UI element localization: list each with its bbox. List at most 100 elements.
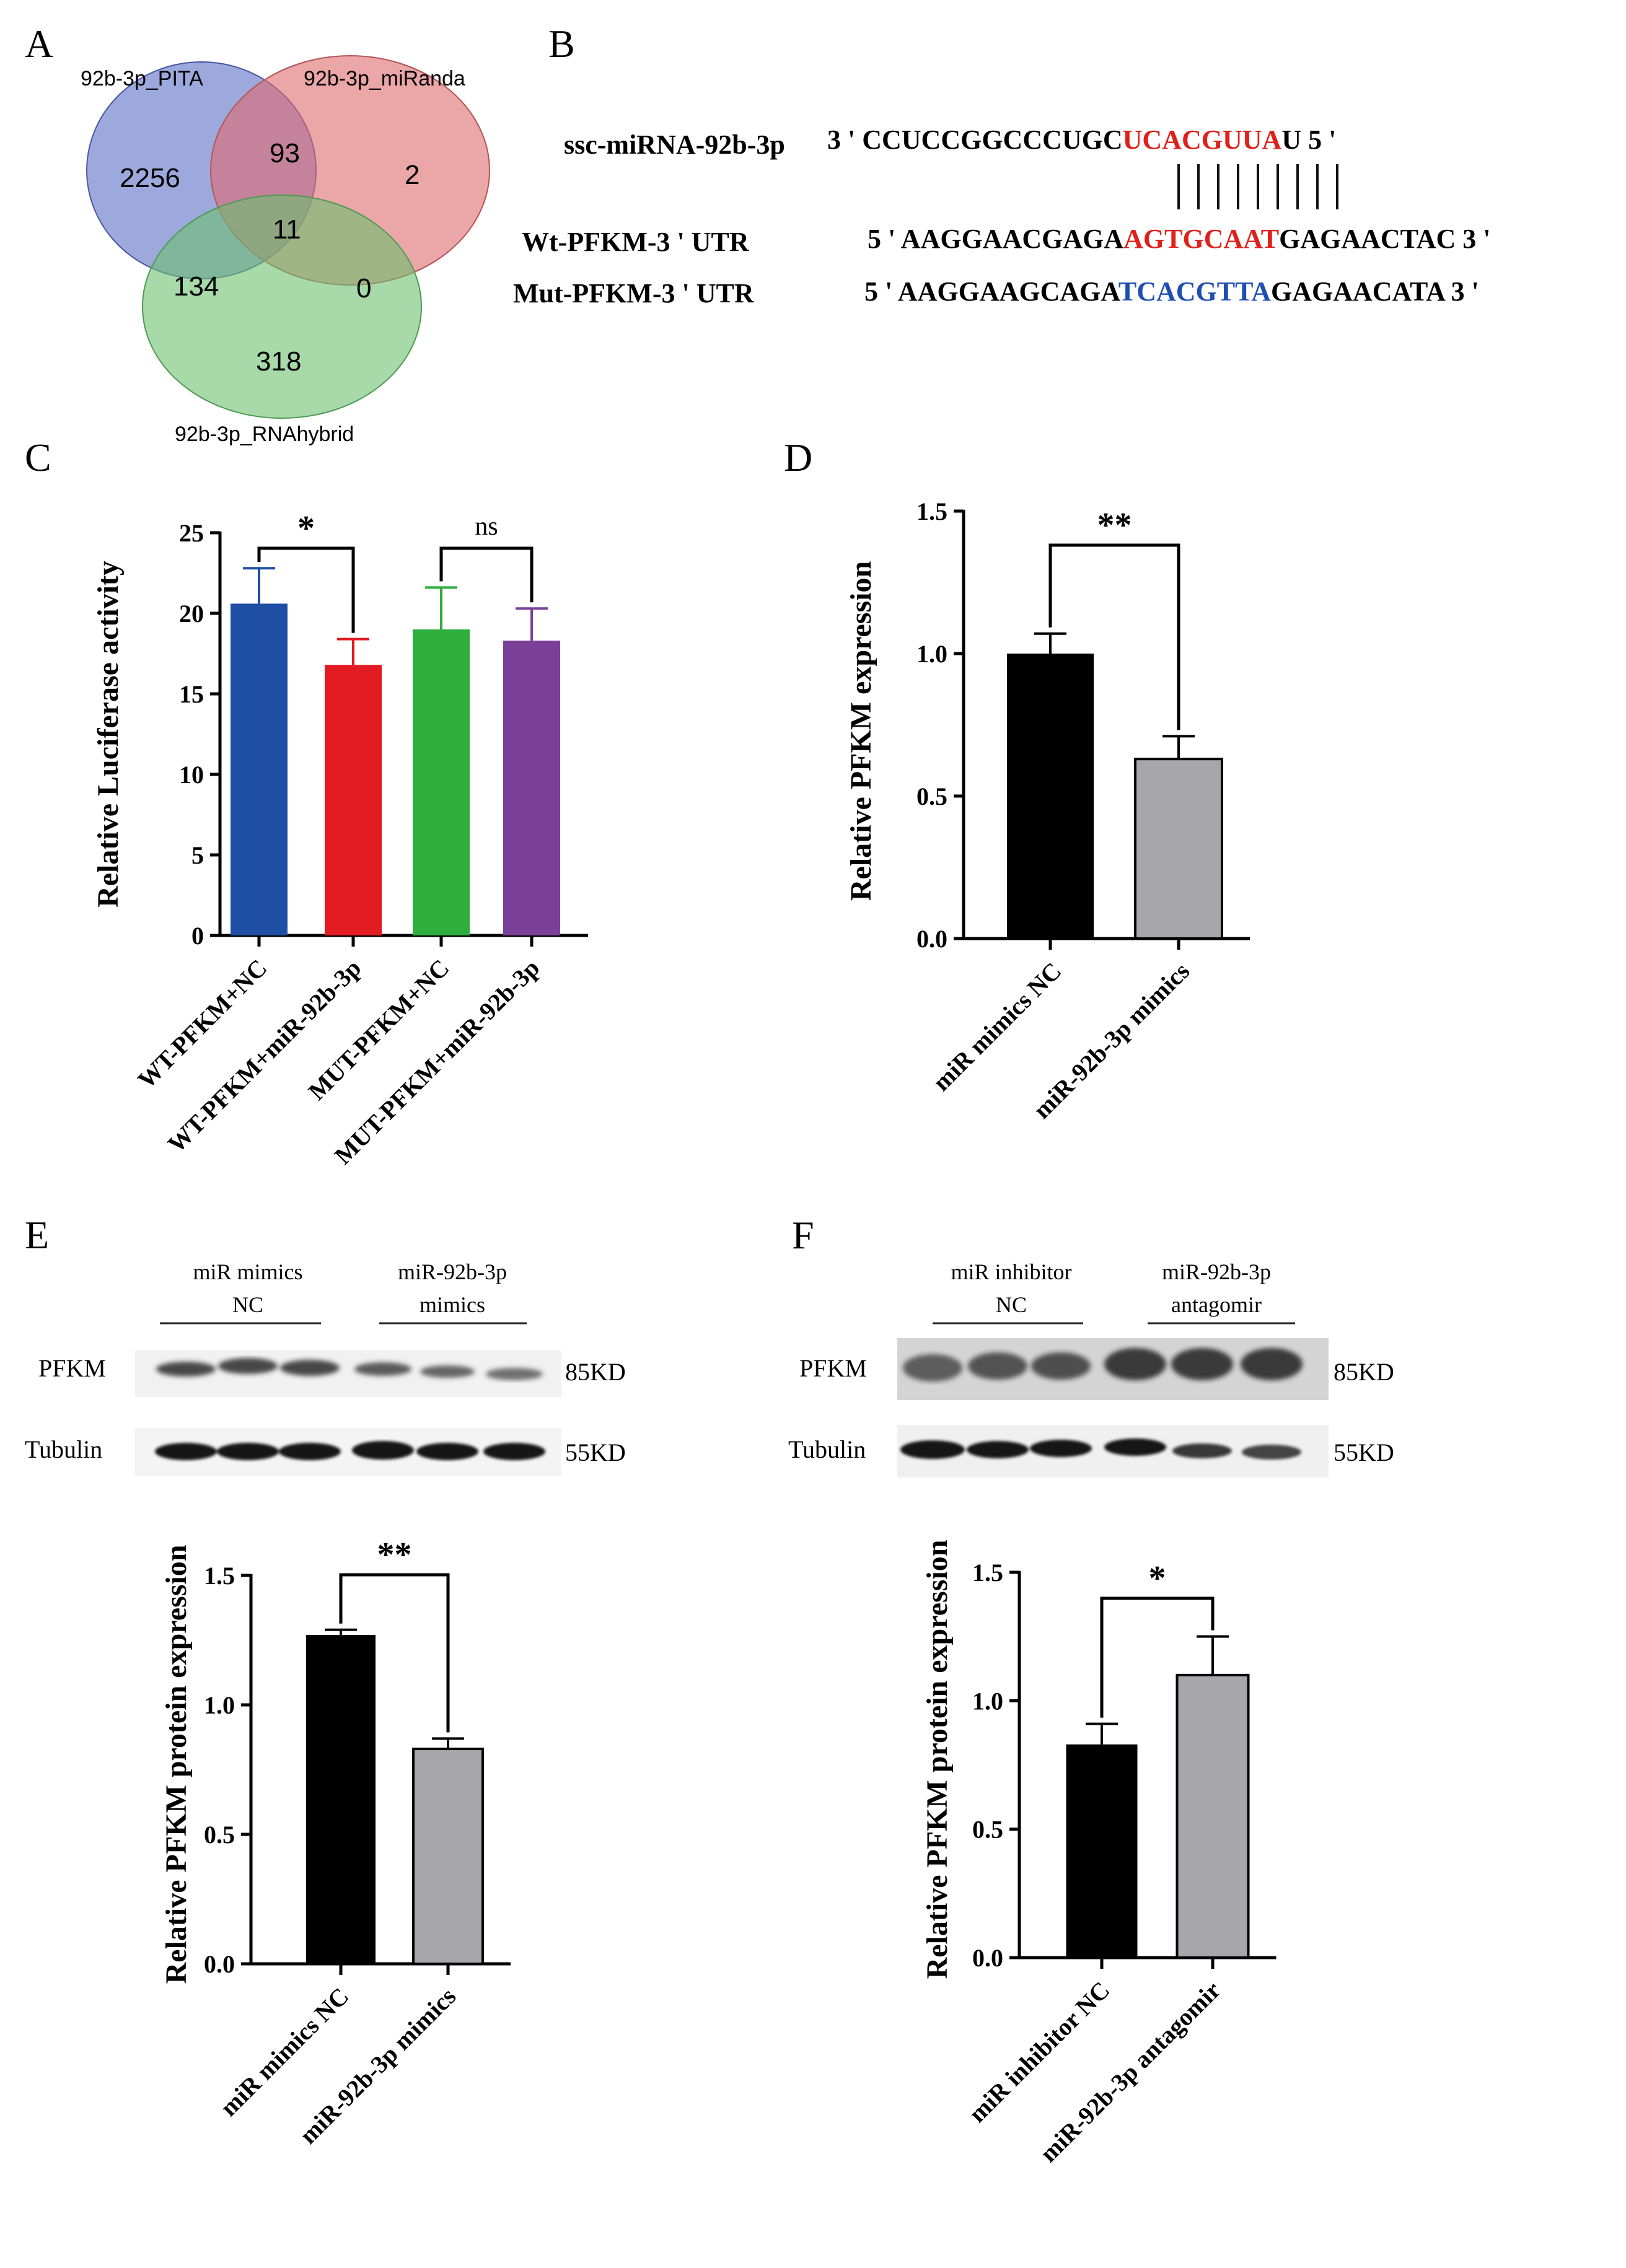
blot-e-tubulin-bands <box>155 1441 545 1460</box>
chart-d-y-tick-label: 1.0 <box>916 640 947 668</box>
wt-utr-label: Wt-PFKM-3 ' UTR <box>522 227 750 257</box>
chart-d-y-axis-title: Relative PFKM expression <box>845 561 877 901</box>
chart-c-y-tick-label: 20 <box>179 600 204 628</box>
venn-label-rnahybrid: 92b-3p_RNAhybrid <box>175 423 354 446</box>
chart-e-significance-label: ** <box>377 1536 412 1574</box>
panel-label-d: D <box>784 436 812 479</box>
chart-d-y-tick-label: 0.0 <box>916 925 947 953</box>
chart-c-bar <box>231 603 288 935</box>
blot-f-tubulin-bands <box>900 1438 1301 1460</box>
western-blot-e: miR mimics NC miR-92b-3p mimics PFKM Tub… <box>25 1259 626 1476</box>
chart-f-significance-label: * <box>1149 1559 1166 1598</box>
blot-e-pfkm-label: PFKM <box>38 1354 106 1382</box>
chart-f-y-tick-label: 0.5 <box>972 1816 1003 1844</box>
panel-label-b: B <box>548 22 575 66</box>
chart-e-y-tick-label: 0.0 <box>204 1950 235 1978</box>
panel-label-c: C <box>25 436 51 479</box>
blot-e-group1-line1: miR mimics <box>193 1259 302 1284</box>
mirna-label: ssc-miRNA-92b-3p <box>564 129 785 160</box>
chart-f-y-tick-label: 1.5 <box>972 1559 1003 1587</box>
blot-e-group1-line2: NC <box>232 1292 263 1317</box>
western-blot-f: miR inhibitor NC miR-92b-3p antagomir PF… <box>788 1259 1394 1478</box>
chart-d-bar <box>1007 654 1094 939</box>
chart-e-y-axis-title: Relative PFKM protein expression <box>160 1545 193 1984</box>
venn-diagram: 92b-3p_PITA 92b-3p_miRanda 92b-3p_RNAhyb… <box>81 55 490 446</box>
blot-e-pfkm-bands <box>156 1358 543 1380</box>
blot-f-85kd-label: 85KD <box>1334 1358 1394 1386</box>
chart-d-bar <box>1134 758 1223 940</box>
chart-d-y-tick-label: 0.5 <box>916 782 947 810</box>
chart-protein-antagomir: 0.0 0.5 1.0 1.5 Relative PFKM protein expres… <box>921 1540 1277 2168</box>
chart-c-significance-bracket <box>439 546 534 603</box>
panel-label-e: E <box>25 1213 49 1257</box>
chart-d-significance-label: ** <box>1097 506 1132 545</box>
venn-count-pita-miranda: 93 <box>270 138 300 169</box>
mirna-sequence: 3 ' CCUCCGGCCCUGCUCACGUUAU 5 ' <box>827 125 1336 155</box>
chart-c-significance-label: * <box>297 509 315 548</box>
chart-e-y-tick-label: 1.0 <box>204 1691 235 1719</box>
blot-f-group1-line2: NC <box>996 1292 1027 1317</box>
venn-label-pita: 92b-3p_PITA <box>81 67 203 90</box>
sequence-alignment: ssc-miRNA-92b-3p 3 ' CCUCCGGCCCUGCUCACGU… <box>513 125 1491 309</box>
chart-e-bar <box>412 1748 484 1966</box>
chart-d-significance-bracket <box>1048 543 1180 730</box>
venn-count-miranda-rnahybrid: 0 <box>356 273 371 304</box>
chart-c-bar <box>503 641 560 935</box>
mut-utr-label: Mut-PFKM-3 ' UTR <box>513 278 755 309</box>
wt-suffix: GAGAACTAC 3 ' <box>1279 224 1490 254</box>
blot-f-tubulin-label: Tubulin <box>788 1435 866 1463</box>
mut-binding-site: TCACGTTA <box>1118 276 1271 307</box>
blot-e-group2-line1: miR-92b-3p <box>398 1259 507 1284</box>
mut-prefix: 5 ' AAGGAAGCAGA <box>864 276 1120 307</box>
mirna-prefix: 3 ' CCUCCGGCCCUGC <box>827 125 1123 155</box>
chart-e-bar <box>306 1635 376 1964</box>
venn-count-all: 11 <box>273 214 301 245</box>
blot-e-85kd-label: 85KD <box>565 1358 626 1386</box>
mirna-seed: UCACGUUA <box>1123 125 1282 155</box>
chart-e-significance-bracket <box>339 1573 450 1733</box>
blot-f-55kd-label: 55KD <box>1334 1438 1394 1466</box>
mut-utr-sequence: 5 ' AAGGAAGCAGATCACGTTAGAGAACATA 3 ' <box>864 276 1479 307</box>
blot-e-group2-line2: mimics <box>420 1292 485 1317</box>
chart-c-y-tick-label: 10 <box>179 761 204 789</box>
base-pair-lines <box>1177 164 1338 209</box>
blot-f-group2-line1: miR-92b-3p <box>1162 1259 1271 1284</box>
blot-f-pfkm-label: PFKM <box>799 1354 867 1382</box>
chart-f-y-axis-title: Relative PFKM protein expression <box>921 1540 954 1979</box>
wt-utr-sequence: 5 ' AAGGAACGAGAAGTGCAATGAGAACTAC 3 ' <box>868 224 1491 254</box>
chart-mrna-expression: 0.0 0.5 1.0 1.5 Relative PFKM expression miR … <box>845 497 1250 1124</box>
mirna-suffix: U 5 ' <box>1281 125 1336 155</box>
panel-label-f: F <box>792 1213 814 1257</box>
chart-f-y-tick-label: 0.0 <box>972 1944 1003 1972</box>
wt-binding-site: AGTGCAAT <box>1123 224 1279 254</box>
chart-d-y-tick-label: 1.5 <box>916 497 947 525</box>
venn-label-miranda: 92b-3p_miRanda <box>304 67 465 90</box>
chart-c-y-tick-label: 0 <box>191 922 204 950</box>
chart-f-bar <box>1066 1744 1138 1958</box>
chart-e-y-tick-label: 0.5 <box>204 1821 235 1849</box>
blot-f-group1-line1: miR inhibitor <box>951 1259 1071 1284</box>
chart-protein-mimics: 0.0 0.5 1.0 1.5 Relative PFKM protein expres… <box>160 1536 511 2149</box>
chart-c-y-tick-label: 5 <box>191 841 204 869</box>
chart-c-y-tick-label: 25 <box>179 519 204 547</box>
blot-e-tubulin-label: Tubulin <box>25 1435 102 1463</box>
chart-f-category-label: miR-92b-3p antagomir <box>1034 1976 1226 2168</box>
chart-e-y-tick-label: 1.5 <box>204 1562 235 1590</box>
blot-f-pfkm-bands <box>903 1348 1303 1381</box>
chart-c-y-tick-label: 15 <box>179 680 204 708</box>
chart-c-significance-bracket <box>257 546 355 633</box>
venn-count-pita-rnahybrid: 134 <box>174 271 219 302</box>
venn-count-pita-only: 2256 <box>120 163 180 193</box>
chart-c-bar <box>325 665 382 935</box>
venn-count-rnahybrid-only: 318 <box>256 346 301 377</box>
venn-count-miranda-only: 2 <box>405 160 420 190</box>
panel-label-a: A <box>25 22 53 66</box>
chart-c-bar <box>413 629 470 935</box>
blot-e-55kd-label: 55KD <box>565 1438 626 1466</box>
chart-f-significance-bracket <box>1100 1596 1215 1718</box>
chart-f-bar <box>1176 1673 1250 1959</box>
chart-d-category-label: miR mimics NC <box>927 957 1066 1097</box>
venn-circle-rnahybrid <box>142 195 422 419</box>
